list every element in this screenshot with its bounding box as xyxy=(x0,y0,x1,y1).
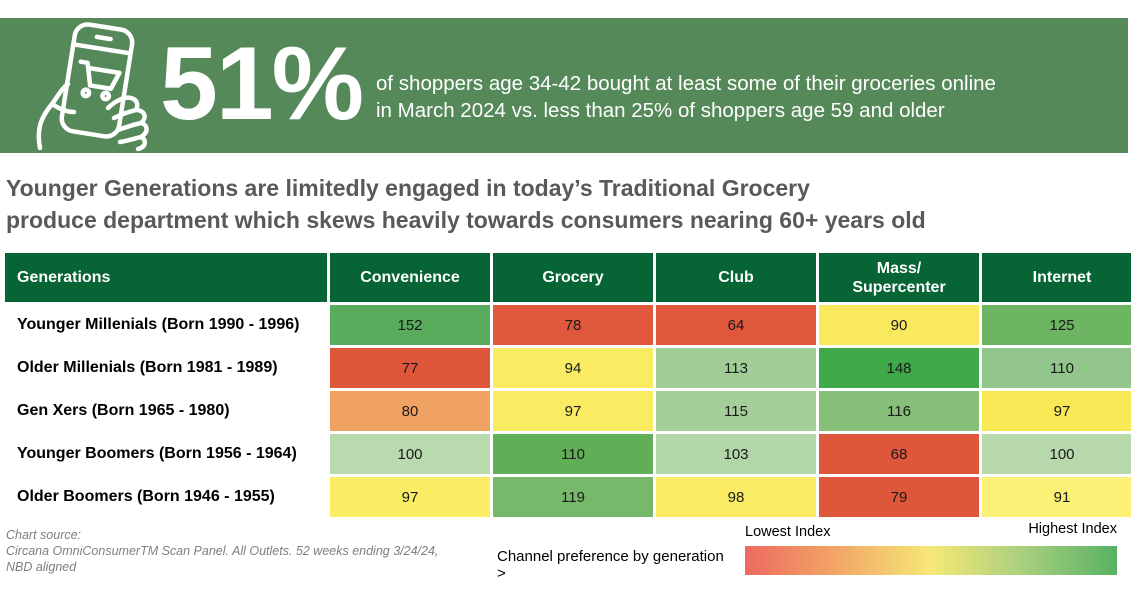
heatmap-cell: 110 xyxy=(982,348,1131,388)
chart-source-note: Chart source: Circana OmniConsumerTM Sca… xyxy=(6,528,439,574)
heatmap-cell: 100 xyxy=(330,434,490,474)
table-row: Older Boomers (Born 1946 - 1955) 97 119 98 7… xyxy=(5,477,1131,517)
column-header-internet: Internet xyxy=(982,253,1131,302)
table-row: Younger Millenials (Born 1990 - 1996) 152… xyxy=(5,305,1131,345)
row-label: Older Boomers (Born 1946 - 1955) xyxy=(5,477,327,517)
heatmap-cell: 77 xyxy=(330,348,490,388)
heatmap-cell: 125 xyxy=(982,305,1131,345)
column-header-grocery: Grocery xyxy=(493,253,653,302)
legend-high-label: Highest Index xyxy=(1028,521,1117,537)
heatmap-cell: 78 xyxy=(493,305,653,345)
heatmap-cell: 113 xyxy=(656,348,816,388)
heatmap-cell: 119 xyxy=(493,477,653,517)
column-header-mass-supercenter: Mass/ Supercenter xyxy=(819,253,979,302)
legend-caption: Channel preference by generation > xyxy=(497,548,724,582)
hand-holding-phone-shopping-cart-icon xyxy=(36,22,149,152)
stat-description: of shoppers age 34-42 bought at least so… xyxy=(376,72,996,122)
heatmap-cell: 97 xyxy=(493,391,653,431)
heatmap-cell: 94 xyxy=(493,348,653,388)
table-body: Younger Millenials (Born 1990 - 1996) 152… xyxy=(5,305,1131,517)
row-label: Older Millenials (Born 1981 - 1989) xyxy=(5,348,327,388)
legend-low-label: Lowest Index xyxy=(745,524,831,540)
heatmap-cell: 64 xyxy=(656,305,816,345)
heatmap-table: Generations Convenience Grocery Club Mas… xyxy=(5,253,1131,520)
heatmap-cell: 97 xyxy=(330,477,490,517)
heatmap-cell: 79 xyxy=(819,477,979,517)
column-header-club: Club xyxy=(656,253,816,302)
row-label: Gen Xers (Born 1965 - 1980) xyxy=(5,391,327,431)
row-label: Younger Boomers (Born 1956 - 1964) xyxy=(5,434,327,474)
legend-gradient-bar xyxy=(745,546,1117,575)
heatmap-cell: 110 xyxy=(493,434,653,474)
heatmap-cell: 103 xyxy=(656,434,816,474)
heatmap-cell: 152 xyxy=(330,305,490,345)
heatmap-cell: 98 xyxy=(656,477,816,517)
heatmap-cell: 91 xyxy=(982,477,1131,517)
row-label: Younger Millenials (Born 1990 - 1996) xyxy=(5,305,327,345)
page-title: Younger Generations are limitedly engage… xyxy=(6,175,926,233)
table-header-row: Generations Convenience Grocery Club Mas… xyxy=(5,253,1131,302)
table-row: Younger Boomers (Born 1956 - 1964) 100 110… xyxy=(5,434,1131,474)
heatmap-cell: 100 xyxy=(982,434,1131,474)
heatmap-cell: 90 xyxy=(819,305,979,345)
heatmap-cell: 97 xyxy=(982,391,1131,431)
stat-banner: 51% of shoppers age 34-42 bought at leas… xyxy=(0,18,1128,153)
column-header-generations: Generations xyxy=(5,253,327,302)
big-stat-value: 51% xyxy=(160,26,364,142)
column-header-convenience: Convenience xyxy=(330,253,490,302)
heatmap-cell: 68 xyxy=(819,434,979,474)
heatmap-cell: 80 xyxy=(330,391,490,431)
heatmap-cell: 115 xyxy=(656,391,816,431)
heatmap-cell: 116 xyxy=(819,391,979,431)
table-row: Gen Xers (Born 1965 - 1980) 80 97 115 116 97 xyxy=(5,391,1131,431)
table-row: Older Millenials (Born 1981 - 1989) 77 94 1… xyxy=(5,348,1131,388)
heatmap-cell: 148 xyxy=(819,348,979,388)
